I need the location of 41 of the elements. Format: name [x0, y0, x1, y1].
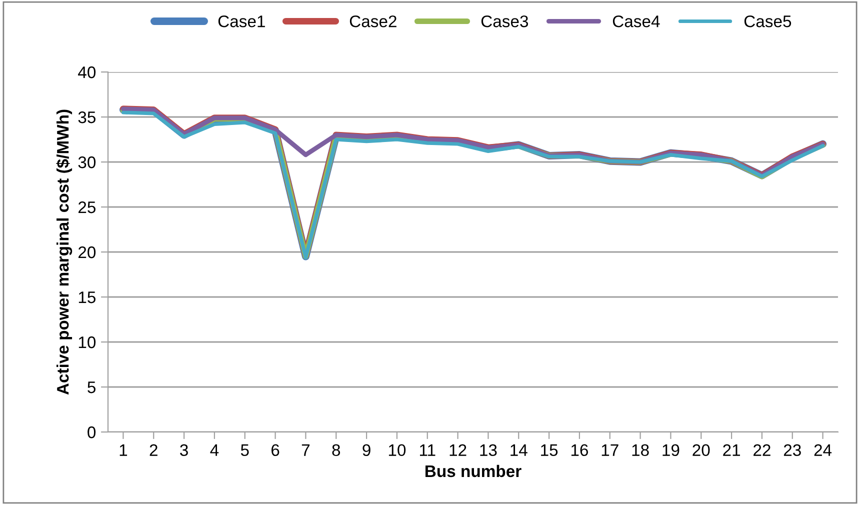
- x-tick-label: 11: [420, 444, 436, 456]
- x-tick-label: 17: [602, 444, 618, 456]
- y-tick-label: 30: [78, 156, 96, 168]
- x-tick-label: 22: [754, 444, 770, 456]
- y-axis-title: Active power marginal cost ($/MWh): [56, 110, 72, 395]
- legend-label: Case1: [218, 15, 265, 28]
- legend-label: Case2: [350, 15, 396, 28]
- x-tick-label: 24: [814, 444, 832, 456]
- x-tick-label: 5: [240, 444, 249, 456]
- x-tick-label: 16: [571, 444, 588, 456]
- y-tick-label: 25: [78, 201, 96, 214]
- legend-label: Case4: [612, 15, 660, 28]
- x-tick-label: 9: [362, 444, 370, 456]
- x-axis-title: Bus number: [426, 464, 522, 478]
- y-tick-label: 20: [78, 246, 96, 258]
- x-tick-label: 2: [150, 444, 158, 456]
- x-tick-label: 13: [480, 444, 497, 456]
- x-tick-label: 12: [450, 444, 466, 456]
- x-tick-label: 3: [180, 444, 188, 456]
- x-tick-label: 14: [510, 444, 528, 456]
- x-tick-label: 6: [272, 444, 280, 456]
- y-tick-label: 15: [78, 292, 96, 304]
- y-tick-label: 0: [88, 426, 96, 438]
- x-tick-label: 4: [210, 444, 219, 456]
- line-series: [121, 110, 825, 260]
- legend-label: Case3: [481, 15, 528, 28]
- x-tick-label: 7: [302, 444, 310, 456]
- y-tick-label: 35: [78, 111, 96, 124]
- x-tick-label: 20: [692, 444, 710, 456]
- x-tick-label: 21: [723, 444, 740, 456]
- x-tick-label: 18: [632, 444, 649, 456]
- y-tick-label: 5: [88, 382, 96, 394]
- x-tick-label: 19: [662, 444, 680, 456]
- y-tick-label: 10: [78, 336, 96, 348]
- x-tick-label: 8: [332, 444, 340, 456]
- x-tick-label: 1: [120, 444, 128, 456]
- x-tick-label: 15: [541, 444, 558, 456]
- x-tick-label: 23: [784, 444, 801, 456]
- x-tick-label: 10: [388, 444, 406, 456]
- y-tick-label: 40: [78, 66, 96, 78]
- legend-label: Case5: [744, 15, 792, 28]
